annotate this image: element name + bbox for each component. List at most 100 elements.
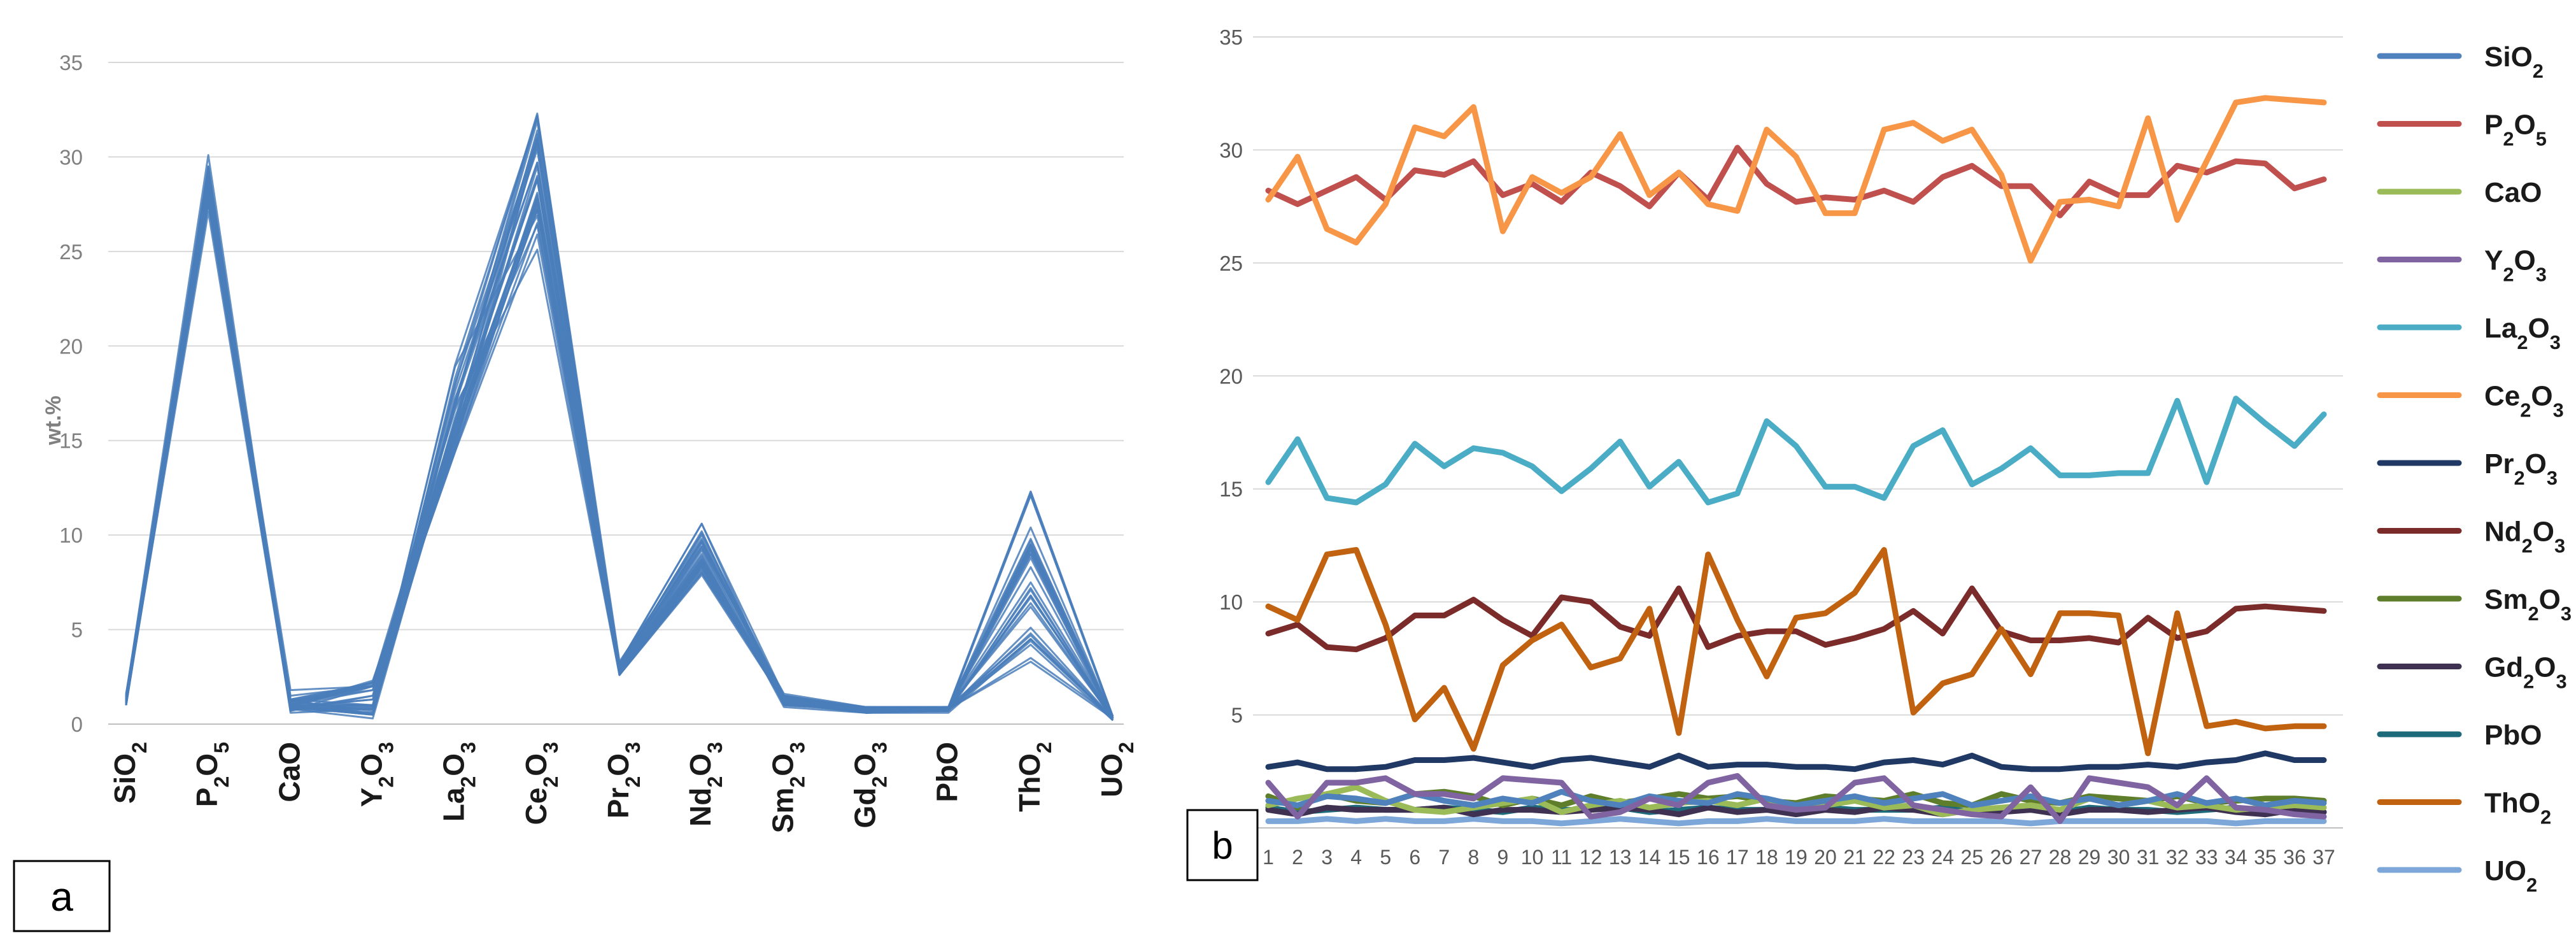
panel-b-legend: SiO2P2O5CaOY2O3La2O3Ce2O3Pr2O3Nd2O3Sm2O3…	[2377, 41, 2572, 896]
panel-b-x-tick-label: 35	[2254, 846, 2277, 869]
formula-part: O	[766, 753, 799, 776]
formula-subscript: 2	[621, 776, 644, 788]
formula-part: SiO	[2484, 41, 2533, 73]
panel-b-series-line-Pr2O3	[1265, 750, 2327, 773]
formula-part: Ce	[2484, 381, 2520, 412]
panel-b-series-line-Nd2O3	[1265, 585, 2327, 653]
formula-part: U	[2484, 855, 2505, 886]
formula-subscript: 2	[457, 776, 480, 788]
panel-a-x-tick-label: Pr2O3	[602, 742, 644, 818]
formula-part: O	[355, 753, 388, 776]
panel-b-x-tick-label: 23	[1902, 846, 1925, 869]
legend-label-La2O3: La2O3	[2484, 313, 2561, 353]
panel-b-x-tick-label: 30	[2107, 846, 2130, 869]
legend-label-Ce2O3: Ce2O3	[2484, 381, 2564, 422]
formula-subscript: 2	[704, 776, 726, 788]
panel-a-x-tick-label: SiO2	[108, 742, 151, 804]
panel-b-x-tick-label: 8	[1468, 846, 1479, 869]
formula-part: Ce	[520, 788, 553, 825]
formula-part: U	[1095, 776, 1128, 797]
legend-label-ThO2: ThO2	[2484, 788, 2551, 829]
panel-a-label: a	[50, 874, 73, 920]
formula-subscript: 3	[2561, 602, 2572, 625]
formula-subscript: 2	[2540, 806, 2551, 828]
panel-a-y-tick-label: 30	[59, 145, 83, 169]
legend-label-Y2O3: Y2O3	[2484, 245, 2547, 286]
panel-b-x-tick-label: 14	[1638, 846, 1661, 869]
formula-subscript: 3	[868, 742, 891, 753]
panel-b-y-tick-label: 15	[1219, 478, 1243, 501]
formula-part: O	[2514, 110, 2536, 141]
panel-a-x-tick-label: PbO	[931, 742, 964, 802]
formula-part: O	[520, 753, 553, 776]
panel-a-y-tick-label: 15	[59, 429, 83, 453]
formula-subscript: 2	[2517, 331, 2528, 353]
formula-subscript: 2	[2520, 399, 2531, 421]
formula-subscript: 3	[457, 742, 480, 753]
panel-a-series-lines	[125, 112, 1114, 722]
formula-part: O	[2505, 855, 2526, 886]
formula-subscript: 2	[1115, 742, 1138, 753]
panel-a-y-axis-label: wt.%	[41, 395, 66, 445]
formula-subscript: 2	[128, 742, 151, 753]
formula-subscript: 2	[2503, 127, 2514, 150]
panel-b-series-line-UO2	[1265, 816, 2327, 827]
panel-b-x-tick-label: 32	[2166, 846, 2189, 869]
formula-part: O	[1095, 753, 1128, 776]
panel-b-x-tick-label: 19	[1785, 846, 1808, 869]
formula-part: O	[1013, 753, 1046, 776]
panel-b-x-tick-label: 31	[2137, 846, 2160, 869]
panel-b-y-tick-label: 35	[1219, 25, 1243, 49]
legend-label-CaO: CaO	[2484, 177, 2542, 208]
panel-a-x-tick-label: La2O3	[437, 742, 480, 822]
formula-part: CaO	[2484, 177, 2542, 208]
panel-b-y-tick-label: 25	[1219, 252, 1243, 275]
formula-part: Nd	[684, 788, 717, 827]
panel-b-x-tick-label: 4	[1350, 846, 1362, 869]
formula-subscript: 3	[2550, 331, 2561, 353]
formula-subscript: 3	[2547, 467, 2558, 489]
panel-b-x-tick-label: 12	[1580, 846, 1603, 869]
formula-part: Gd	[849, 788, 882, 829]
panel-b-series-line-SiO2	[1265, 788, 2327, 808]
formula-subscript: 2	[210, 776, 233, 788]
panel-b-x-tick-label: 13	[1609, 846, 1632, 869]
panel-b-y-tick-labels: 5 10 15 20 25 30 35	[1219, 25, 1243, 727]
panel-b-x-tick-label: 1	[1263, 846, 1274, 869]
formula-part: O	[190, 753, 223, 776]
formula-part: La	[437, 787, 471, 822]
panel-b-x-tick-label: 17	[1726, 846, 1749, 869]
formula-subscript: 5	[210, 742, 233, 753]
panel-b-x-tick-label: 33	[2195, 846, 2218, 869]
panel-b-x-tick-label: 22	[1872, 846, 1895, 869]
formula-part: O	[2533, 516, 2554, 548]
formula-part: SiO	[108, 753, 141, 804]
panel-b-y-tick-label: 20	[1219, 364, 1243, 388]
formula-part: P	[190, 788, 223, 808]
formula-part: O	[684, 753, 717, 776]
panel-b-x-tick-label: 2	[1292, 846, 1303, 869]
panel-b-x-tick-label: 9	[1497, 846, 1509, 869]
panel-b-gridlines	[1253, 36, 2343, 829]
formula-part: Pr	[602, 788, 635, 819]
panel-a-y-tick-label: 25	[59, 240, 83, 264]
panel-a-y-tick-label: 35	[59, 51, 83, 75]
formula-part: O	[2519, 788, 2540, 819]
panel-a-y-tick-label: 0	[71, 713, 83, 736]
panel-b-x-tick-label: 27	[2020, 846, 2042, 869]
panel-b-y-tick-label: 30	[1219, 138, 1243, 162]
panel-b-x-tick-label: 5	[1380, 846, 1391, 869]
panel-b-series-line-Ce2O3	[1265, 95, 2327, 264]
panel-b-x-tick-label: 29	[2078, 846, 2101, 869]
formula-part: PbO	[2484, 720, 2542, 751]
formula-part: Th	[1013, 776, 1046, 812]
panel-a-x-tick-label: Ce2O3	[520, 742, 562, 825]
panel-b-x-tick-label: 34	[2225, 846, 2247, 869]
panel-b-x-tick-label: 21	[1843, 846, 1866, 869]
formula-part: PbO	[931, 742, 964, 802]
panel-a-x-tick-label: UO2	[1095, 742, 1138, 797]
formula-part: O	[2528, 313, 2550, 344]
formula-subscript: 5	[2536, 127, 2547, 150]
panel-b-series-line-Y2O3	[1265, 773, 2327, 824]
